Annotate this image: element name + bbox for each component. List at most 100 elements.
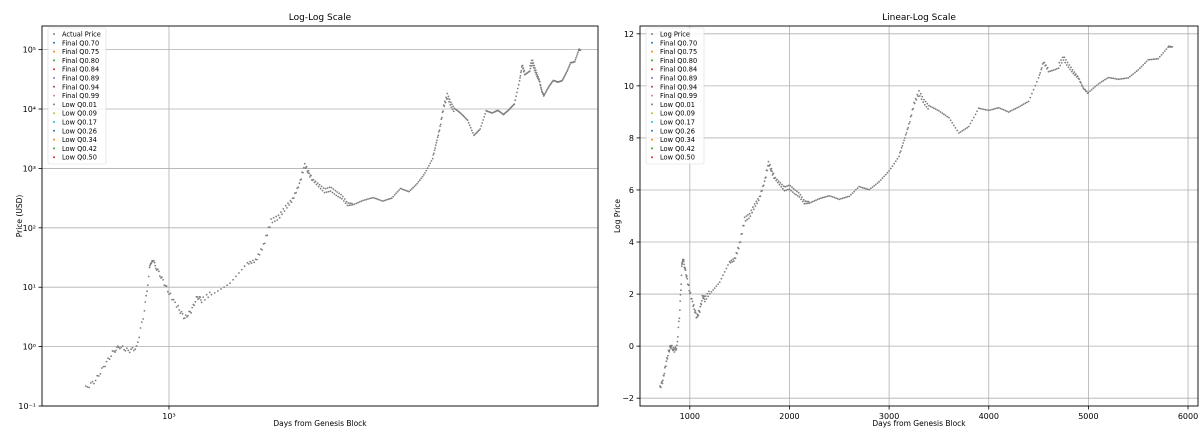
actual-price-point — [384, 199, 387, 202]
actual-price-point — [535, 71, 538, 74]
actual-price-point — [1127, 77, 1130, 79]
actual-price-point — [207, 296, 210, 299]
actual-price-point — [430, 160, 433, 162]
actual-price-point — [835, 197, 837, 200]
actual-price-point — [515, 95, 517, 98]
actual-price-point — [1059, 64, 1062, 67]
actual-price-point — [567, 67, 570, 69]
actual-price-point — [343, 198, 346, 200]
actual-price-point — [180, 310, 183, 313]
actual-price-point — [153, 261, 156, 264]
x-axis-label: Days from Genesis Block — [273, 419, 367, 428]
actual-price-point — [463, 115, 466, 118]
actual-price-point — [406, 190, 409, 193]
actual-price-point — [429, 162, 432, 165]
actual-price-point — [799, 193, 802, 196]
actual-price-point — [190, 312, 193, 314]
legend-marker — [53, 121, 55, 123]
actual-price-point — [523, 69, 526, 72]
actual-price-point — [217, 290, 219, 292]
actual-price-point — [802, 198, 805, 201]
actual-price-point — [679, 309, 681, 311]
actual-price-point — [757, 199, 760, 202]
actual-price-point — [325, 191, 328, 194]
actual-price-point — [538, 81, 541, 83]
actual-price-point — [434, 144, 437, 147]
actual-price-point — [378, 199, 381, 201]
actual-price-point — [84, 385, 87, 387]
actual-price-point — [665, 365, 667, 368]
actual-price-point — [1160, 54, 1163, 56]
actual-price-point — [999, 107, 1002, 110]
actual-price-point — [380, 199, 382, 202]
actual-price-point — [1019, 105, 1022, 107]
actual-price-point — [677, 336, 679, 338]
y-tick-label: 10¹ — [23, 283, 36, 292]
actual-price-point — [395, 192, 397, 195]
actual-price-point — [335, 194, 338, 197]
actual-price-point — [756, 202, 758, 205]
actual-price-point — [349, 202, 351, 205]
actual-price-point — [881, 177, 884, 180]
actual-price-point — [172, 298, 175, 301]
actual-price-point — [746, 218, 748, 221]
actual-price-point — [1051, 69, 1053, 72]
actual-price-point — [200, 299, 202, 301]
actual-price-point — [841, 197, 844, 200]
actual-price-point — [902, 142, 905, 144]
actual-price-point — [1021, 104, 1023, 107]
actual-price-point — [425, 169, 428, 172]
legend-marker — [651, 147, 653, 150]
actual-price-point — [321, 189, 324, 192]
x-tick-label: 6000 — [1178, 412, 1198, 421]
actual-price-point — [787, 184, 790, 187]
actual-price-point — [917, 95, 920, 98]
actual-price-point — [956, 129, 959, 132]
actual-price-point — [533, 64, 536, 67]
actual-price-point — [312, 178, 315, 181]
actual-price-point — [828, 195, 831, 197]
actual-price-point — [795, 193, 797, 196]
actual-price-point — [660, 386, 662, 389]
actual-price-point — [811, 200, 814, 203]
actual-price-point — [869, 187, 872, 190]
y-tick-label: 8 — [629, 134, 634, 143]
actual-price-point — [314, 180, 317, 183]
actual-price-point — [392, 195, 395, 198]
actual-price-point — [1054, 68, 1057, 71]
actual-price-point — [1062, 59, 1065, 61]
actual-price-point — [1076, 75, 1079, 78]
x-tick-label: 1000 — [680, 412, 700, 421]
actual-price-point — [925, 105, 928, 108]
actual-price-point — [1047, 70, 1050, 73]
actual-price-point — [399, 187, 402, 190]
actual-price-point — [971, 119, 973, 122]
actual-price-point — [936, 109, 939, 111]
actual-price-point — [703, 298, 706, 300]
actual-price-point — [964, 127, 967, 130]
actual-price-point — [732, 258, 734, 261]
actual-price-point — [428, 164, 430, 167]
grid — [42, 26, 598, 407]
actual-price-point — [402, 188, 405, 191]
actual-price-point — [194, 300, 197, 303]
actual-price-point — [436, 139, 438, 142]
y-tick-label: 10⁰ — [23, 343, 36, 352]
actual-price-point — [148, 266, 151, 269]
actual-price-point — [271, 221, 274, 224]
actual-price-point — [117, 345, 119, 347]
actual-price-point — [884, 173, 887, 176]
actual-price-point — [1147, 58, 1150, 61]
actual-price-point — [140, 321, 143, 323]
actual-price-point — [691, 300, 694, 303]
actual-price-point — [901, 144, 904, 147]
actual-price-point — [972, 116, 975, 119]
actual-price-point — [199, 296, 202, 299]
actual-price-point — [1024, 102, 1027, 105]
actual-price-point — [99, 373, 102, 375]
actual-price-point — [576, 53, 579, 55]
actual-price-point — [274, 220, 276, 223]
actual-price-point — [144, 301, 147, 303]
actual-price-point — [232, 278, 235, 281]
